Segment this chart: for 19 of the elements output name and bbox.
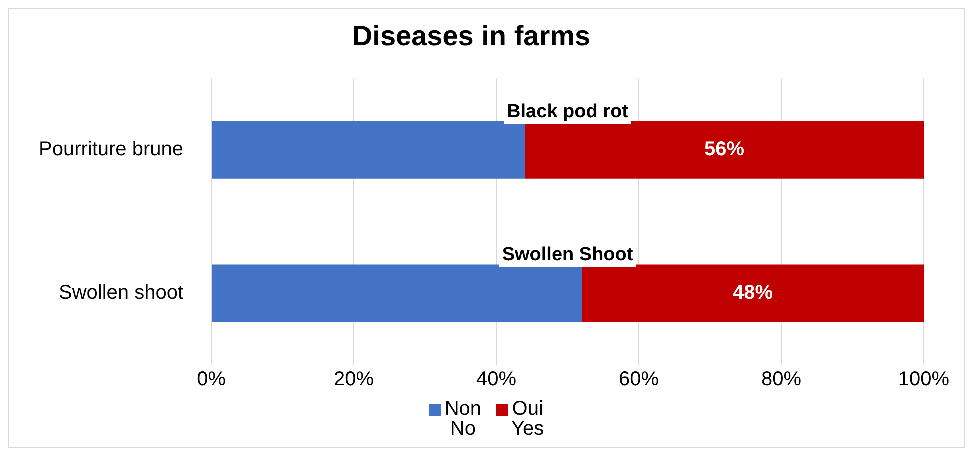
bar (212, 122, 526, 179)
chart-title: Diseases in farms (352, 20, 591, 52)
x-tick-label: 80% (761, 368, 802, 391)
x-tick-label: 20% (334, 368, 374, 391)
annotation: Swollen Shoot (502, 244, 634, 266)
legend-label: Oui Yes (512, 398, 544, 440)
y-tick-label: Pourriture brune (38, 138, 184, 161)
x-tick-label: 100% (898, 368, 950, 391)
x-tick-label: 40% (476, 368, 517, 391)
y-tick-label: Swollen shoot (58, 282, 184, 304)
bar (212, 264, 582, 322)
data-label: 48% (732, 282, 774, 304)
x-tick-label: 60% (618, 368, 660, 391)
bar (582, 264, 924, 322)
legend-label: Non No (444, 398, 482, 440)
x-tick-label: 0% (197, 368, 226, 391)
data-label: 56% (704, 138, 745, 161)
bar (525, 122, 924, 179)
annotation: Black pod rot (507, 101, 630, 122)
